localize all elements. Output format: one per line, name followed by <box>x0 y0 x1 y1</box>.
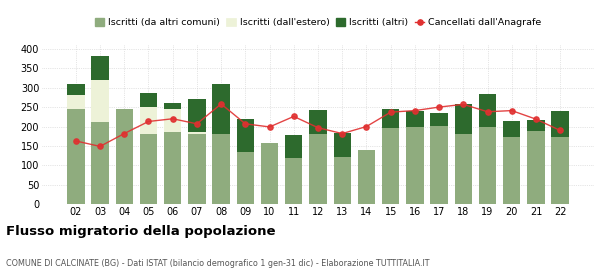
Bar <box>309 134 327 204</box>
Bar <box>382 109 400 128</box>
Bar <box>140 107 157 134</box>
Bar <box>551 137 569 204</box>
Bar <box>430 113 448 126</box>
Bar <box>479 127 496 204</box>
Bar <box>188 132 206 134</box>
Bar <box>503 121 520 137</box>
Bar <box>236 152 254 204</box>
Bar <box>358 150 375 204</box>
Bar <box>334 133 351 157</box>
Bar <box>67 109 85 204</box>
Text: COMUNE DI CALCINATE (BG) - Dati ISTAT (bilancio demografico 1 gen-31 dic) - Elab: COMUNE DI CALCINATE (BG) - Dati ISTAT (b… <box>6 259 430 268</box>
Bar <box>140 134 157 204</box>
Bar <box>140 94 157 107</box>
Bar <box>285 158 302 204</box>
Bar <box>551 111 569 137</box>
Bar <box>430 126 448 204</box>
Bar <box>188 134 206 204</box>
Bar <box>479 94 496 127</box>
Bar <box>188 99 206 132</box>
Bar <box>406 111 424 127</box>
Bar <box>309 110 327 134</box>
Bar <box>455 134 472 204</box>
Bar <box>334 157 351 204</box>
Bar <box>212 84 230 134</box>
Legend: Iscritti (da altri comuni), Iscritti (dall'estero), Iscritti (altri), Cancellati: Iscritti (da altri comuni), Iscritti (da… <box>91 14 545 31</box>
Bar <box>455 104 472 134</box>
Bar <box>67 95 85 109</box>
Bar <box>91 57 109 80</box>
Bar <box>116 109 133 204</box>
Bar <box>212 134 230 204</box>
Bar <box>527 120 545 131</box>
Bar <box>164 103 181 109</box>
Bar <box>236 119 254 152</box>
Text: Flusso migratorio della popolazione: Flusso migratorio della popolazione <box>6 225 275 238</box>
Bar <box>164 109 181 132</box>
Bar <box>67 84 85 95</box>
Bar <box>382 128 400 204</box>
Bar <box>406 127 424 204</box>
Bar <box>527 131 545 204</box>
Bar <box>261 143 278 204</box>
Bar <box>164 132 181 204</box>
Bar <box>91 122 109 204</box>
Bar <box>91 80 109 122</box>
Bar <box>503 137 520 204</box>
Bar <box>285 135 302 158</box>
